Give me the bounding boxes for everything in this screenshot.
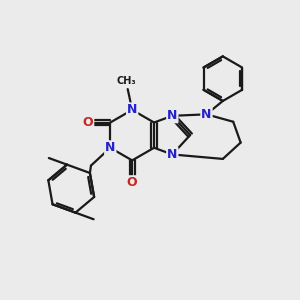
Text: N: N xyxy=(105,141,116,154)
Text: O: O xyxy=(83,116,93,129)
Text: CH₃: CH₃ xyxy=(116,76,136,86)
Text: O: O xyxy=(127,176,137,189)
Text: N: N xyxy=(201,108,212,121)
Text: N: N xyxy=(167,148,178,161)
Text: N: N xyxy=(127,103,137,116)
Text: N: N xyxy=(167,109,178,122)
